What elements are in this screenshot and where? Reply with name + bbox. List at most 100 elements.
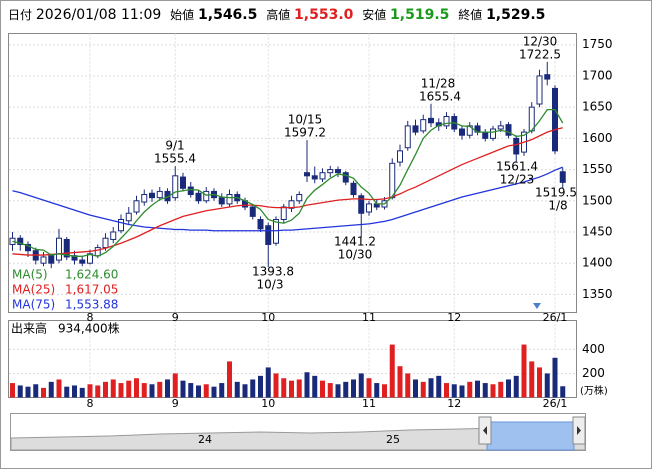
label: 安値	[362, 8, 387, 22]
annotation-price: 1597.2	[284, 126, 326, 140]
volume-bar	[258, 375, 263, 398]
volume-bar	[56, 379, 62, 398]
x-tick-label: 9	[172, 311, 179, 324]
volume-bar	[335, 384, 341, 398]
volume-bar	[312, 375, 318, 398]
legend-value: 1,617.05	[65, 283, 118, 297]
label: 終値	[458, 8, 483, 22]
annotation-price: 1655.4	[419, 90, 461, 104]
navigator-label: 24	[198, 433, 212, 446]
volume-bar	[180, 380, 186, 398]
candle-body	[195, 192, 202, 202]
volume-bar	[141, 383, 147, 398]
volume-bar	[420, 381, 426, 398]
volume-bar	[48, 381, 54, 398]
volume-bar	[203, 384, 209, 398]
label: 高値	[266, 8, 291, 22]
low: 1,519.5	[390, 7, 450, 23]
candle-body	[335, 169, 341, 174]
volume-bar	[374, 383, 380, 398]
volume-bar	[149, 384, 155, 398]
volume-bar	[451, 384, 457, 398]
volume-bar	[498, 381, 504, 398]
quote-header: 日付 2026/01/08 11:09 始値 1,546.5 高値 1,553.…	[8, 6, 550, 23]
volume-bar	[87, 384, 93, 398]
candle-body	[552, 87, 558, 152]
volume-bar	[25, 386, 31, 398]
price-panel	[8, 33, 577, 313]
volume-current: 934,400株	[58, 321, 120, 336]
annotation-price: 1519.5	[535, 186, 577, 200]
candle-body	[180, 176, 186, 189]
candle-body	[17, 237, 24, 245]
candle-body	[358, 195, 365, 214]
y-tick-label: 1500	[582, 193, 613, 207]
navigator-range[interactable]	[486, 421, 575, 451]
volume-bar	[475, 380, 480, 398]
annotation-date: 1/8	[548, 199, 567, 213]
candle-body	[342, 172, 349, 183]
candle-body	[327, 169, 334, 174]
y-tick-label: 1650	[582, 100, 613, 114]
volume-bar	[537, 367, 542, 398]
volume-bar	[351, 379, 356, 398]
y-tick-label: 1550	[582, 162, 613, 176]
annotation-date: 10/30	[338, 248, 373, 262]
candle-body	[48, 255, 55, 264]
annotation-price: 1393.8	[252, 265, 294, 279]
x-tick-label: 9	[172, 397, 179, 410]
ma-line	[12, 166, 563, 232]
candle-body	[505, 124, 512, 136]
volume-bar	[157, 381, 163, 398]
annotation-date: 10/3	[257, 278, 284, 292]
candle-body	[366, 203, 372, 213]
handle-arrow	[483, 426, 487, 435]
candle-body	[218, 197, 225, 205]
volume-bar	[482, 383, 488, 398]
candle-body	[265, 225, 272, 245]
candle-body	[482, 131, 489, 139]
candle-body	[187, 186, 194, 196]
candle-body	[110, 231, 117, 240]
y-tick-label: 1450	[582, 224, 613, 238]
volume-bar	[196, 385, 201, 398]
y-tick-label: 1600	[582, 131, 613, 145]
volume-bar	[41, 387, 46, 398]
volume-bar	[327, 383, 333, 398]
candle-body	[257, 219, 264, 230]
volume-bar	[188, 383, 194, 398]
annotation-price: 1722.5	[519, 48, 561, 62]
label: 日付	[8, 8, 33, 22]
volume-bar	[521, 344, 527, 398]
candle-body	[63, 238, 70, 258]
volume-bar	[165, 379, 170, 398]
legend-value: 1,624.60	[65, 268, 118, 282]
volume-bar	[103, 381, 108, 398]
volume-bar	[289, 380, 294, 398]
volume-bar	[366, 378, 372, 398]
volume-bar	[490, 384, 496, 398]
candle-body	[149, 192, 155, 199]
candle-body	[350, 182, 357, 196]
handle-arrow	[577, 426, 581, 435]
legend-name: MA(75)	[12, 298, 55, 312]
volume-bar	[459, 385, 465, 398]
candle-body	[513, 137, 520, 155]
y-tick-label: 1750	[582, 37, 613, 51]
legend-value: 1,553.88	[65, 298, 118, 312]
x-tick-label: 10	[261, 311, 275, 324]
candle-body	[249, 206, 256, 217]
annotation-date: 10/15	[288, 113, 323, 127]
candle-body	[459, 128, 465, 136]
candle-body	[133, 200, 140, 213]
candle-body	[203, 190, 210, 202]
volume-bar	[227, 361, 232, 398]
volume-bar	[405, 373, 411, 398]
volume-bar	[265, 367, 271, 398]
volume-bar	[560, 386, 566, 398]
legend-name: MA(5)	[12, 268, 48, 282]
x-tick-label: 26/1	[543, 397, 568, 410]
